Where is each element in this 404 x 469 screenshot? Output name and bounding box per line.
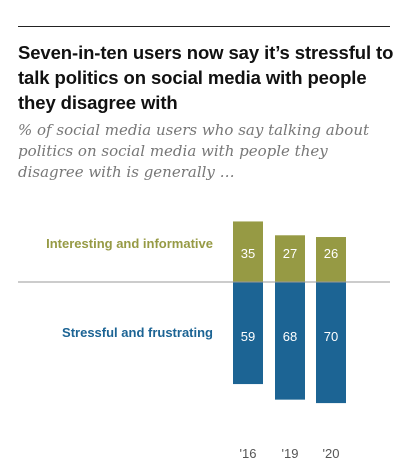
x-tick-label-2: '20: [323, 446, 340, 461]
value-label-interesting-and-informative-1: 27: [283, 246, 297, 261]
chart-title: Seven-in-ten users now say it’s stressfu…: [18, 42, 394, 113]
series-label-interesting-and-informative: Interesting and informative: [46, 236, 213, 251]
bars-group: [233, 221, 346, 404]
bar-stressful-and-frustrating-1: [275, 282, 305, 400]
value-label-interesting-and-informative-2: 26: [324, 246, 338, 261]
labels-group: 35 27 26 Interesting and informative 59 68 70 S…: [46, 236, 339, 461]
top-rule: [18, 26, 390, 27]
value-label-interesting-and-informative-0: 35: [241, 246, 255, 261]
bar-interesting-and-informative-2: [316, 237, 346, 282]
chart-subtitle: % of social media users who say talking …: [18, 121, 370, 181]
bar-interesting-and-informative-1: [275, 235, 305, 282]
series-label-stressful-and-frustrating: Stressful and frustrating: [62, 325, 213, 340]
bar-interesting-and-informative-0: [233, 221, 263, 282]
bar-stressful-and-frustrating-0: [233, 282, 263, 385]
value-label-stressful-and-frustrating-2: 70: [324, 329, 338, 344]
x-tick-label-1: '19: [282, 446, 299, 461]
bar-stressful-and-frustrating-2: [316, 282, 346, 404]
value-label-stressful-and-frustrating-1: 68: [283, 329, 297, 344]
value-label-stressful-and-frustrating-0: 59: [241, 329, 255, 344]
x-tick-label-0: '16: [240, 446, 257, 461]
